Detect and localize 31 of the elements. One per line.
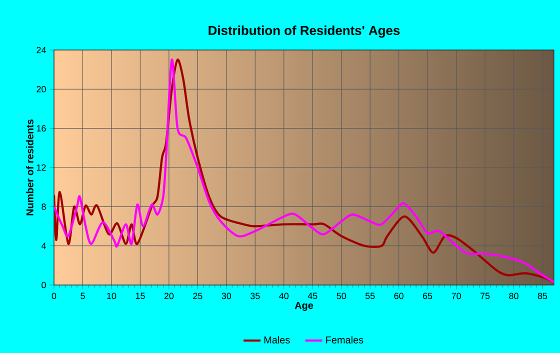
y-tick-label: 20 xyxy=(36,86,46,92)
x-tick-label: 75 xyxy=(480,292,490,300)
x-tick-label: 15 xyxy=(136,292,145,300)
x-tick-label: 25 xyxy=(193,292,202,300)
line-series xyxy=(54,58,554,284)
chart-title: Distribution of Residents' Ages xyxy=(208,26,400,38)
x-tick-label: 60 xyxy=(394,292,404,300)
x-axis-title: Age xyxy=(294,302,314,311)
x-tick-label: 35 xyxy=(250,292,260,300)
x-tick-label: 40 xyxy=(279,292,289,300)
x-tick-label: 10 xyxy=(107,292,116,300)
x-tick-label: 55 xyxy=(365,292,375,300)
legend-label: Males xyxy=(264,336,290,344)
y-tick-label: 12 xyxy=(36,164,46,171)
x-tick-label: 30 xyxy=(222,292,232,300)
x-tick-label: 50 xyxy=(336,292,346,300)
x-tick-label: 45 xyxy=(308,292,318,300)
y-axis-title: Number of residents xyxy=(26,119,34,216)
y-tick-label: 0 xyxy=(42,282,46,288)
x-tick-label: 20 xyxy=(164,292,174,300)
x-tick-label: 85 xyxy=(538,292,548,300)
legend-label: Females xyxy=(326,336,364,344)
y-tick-label: 4 xyxy=(41,242,46,249)
x-tick-label: 65 xyxy=(423,292,432,300)
x-tick-label: 0 xyxy=(52,292,56,300)
y-tick-label: 8 xyxy=(42,203,46,210)
x-tick-label: 70 xyxy=(452,292,461,300)
x-tick-label: 80 xyxy=(509,292,518,300)
y-tick-label: 16 xyxy=(36,125,46,132)
x-tick-label: 5 xyxy=(80,292,85,300)
y-tick-label: 24 xyxy=(36,46,46,54)
